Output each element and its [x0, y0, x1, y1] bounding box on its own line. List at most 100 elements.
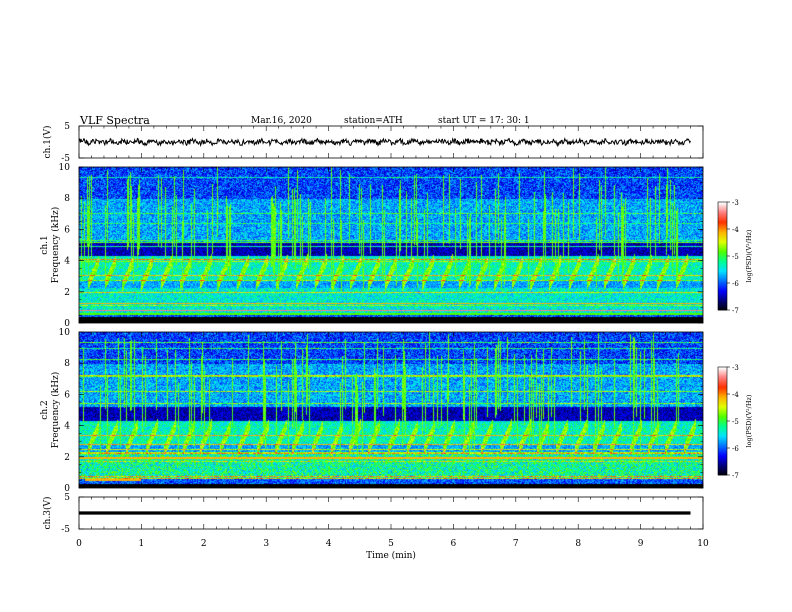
colorbar-segment	[718, 305, 727, 308]
colorbar-segment	[718, 278, 727, 281]
y-tick-label: 10	[59, 163, 71, 173]
y-tick-label: 4	[64, 257, 70, 267]
colorbar-segment	[718, 247, 727, 250]
colorbar-segment	[718, 433, 727, 435]
colorbar-segment	[718, 470, 727, 473]
colorbar-segment	[718, 257, 727, 260]
colorbar-segment	[718, 404, 727, 407]
colorbar-segment	[718, 392, 727, 395]
colorbar-segment	[718, 429, 727, 431]
colorbar-tick-label: -5	[732, 418, 739, 426]
colorbar-segment	[718, 233, 727, 235]
y-tick-label: -5	[61, 525, 70, 535]
colorbar-segment	[718, 398, 727, 400]
colorbar-segment	[718, 277, 727, 280]
colorbar-segment	[718, 434, 727, 437]
colorbar-segment	[718, 300, 727, 303]
y-axis-label: Frequency (kHz)	[50, 207, 61, 284]
x-tick-label: 4	[326, 539, 332, 549]
colorbar-segment	[718, 230, 727, 233]
colorbar-segment	[718, 407, 727, 410]
colorbar-segment	[718, 438, 727, 441]
colorbar-segment	[718, 422, 727, 425]
y-tick-label: 5	[64, 493, 70, 503]
colorbar-segment	[718, 466, 727, 469]
colorbar-segment	[718, 237, 727, 239]
colorbar-segment	[718, 426, 727, 429]
colorbar-segment	[718, 445, 727, 448]
colorbar-tick-label: -3	[732, 364, 739, 372]
colorbar-segment	[718, 421, 727, 423]
colorbar-tick-label: -7	[732, 307, 739, 315]
x-tick-label: 5	[388, 539, 394, 549]
y-axis-channel-label: ch.1	[40, 235, 50, 254]
colorbar-segment	[718, 281, 727, 284]
colorbar-segment	[718, 400, 727, 403]
colorbar-segment	[718, 460, 727, 462]
colorbar-segment	[718, 243, 727, 246]
colorbar-segment	[718, 389, 727, 392]
y-tick-label: 4	[64, 422, 70, 432]
y-tick-label: 8	[64, 359, 70, 369]
colorbar-segment	[718, 410, 727, 412]
colorbar-segment	[718, 465, 727, 468]
colorbar-segment	[718, 231, 727, 234]
colorbar-segment	[718, 423, 727, 426]
colorbar-segment	[718, 242, 727, 245]
colorbar-segment	[718, 381, 727, 384]
colorbar-segment	[718, 443, 727, 446]
colorbar-segment	[718, 264, 727, 266]
colorbar-segment	[718, 369, 727, 372]
x-tick-label: 0	[76, 539, 82, 549]
colorbar-segment	[718, 299, 727, 301]
y-tick-label: 6	[64, 225, 70, 235]
colorbar-segment	[718, 450, 727, 453]
colorbar-segment	[718, 395, 727, 398]
colorbar-segment	[718, 468, 727, 470]
colorbar-segment	[718, 203, 727, 206]
colorbar-segment	[718, 273, 727, 276]
colorbar-segment	[718, 430, 727, 433]
colorbar-segment	[718, 270, 727, 273]
colorbar-segment	[718, 388, 727, 391]
y-tick-label: 5	[64, 122, 70, 132]
colorbar-segment	[718, 266, 727, 269]
colorbar-segment	[718, 442, 727, 445]
colorbar-segment	[718, 289, 727, 292]
colorbar-segment	[718, 403, 727, 406]
colorbar-segment	[718, 291, 727, 293]
colorbar-tick-label: -6	[732, 445, 739, 453]
colorbar-segment	[718, 219, 727, 222]
colorbar-segment	[718, 462, 727, 465]
start-time-label: start UT = 17: 30: 1	[438, 116, 530, 126]
colorbar-segment	[718, 260, 727, 262]
colorbar-segment	[718, 251, 727, 254]
colorbar-segment	[718, 254, 727, 257]
colorbar-segment	[718, 431, 727, 434]
colorbar-segment	[718, 218, 727, 220]
date-label: Mar.16, 2020	[251, 116, 312, 126]
colorbar-segment	[718, 265, 727, 268]
colorbar-segment	[718, 472, 727, 475]
colorbar-segment	[718, 448, 727, 450]
station-label: station=ATH	[344, 116, 403, 126]
colorbar-segment	[718, 276, 727, 278]
colorbar-segment	[718, 419, 727, 422]
y-axis-label: ch.3(V)	[42, 497, 53, 530]
colorbar-segment	[718, 377, 727, 380]
colorbar-segment	[718, 415, 727, 418]
x-tick-label: 2	[201, 539, 207, 549]
colorbar-segment	[718, 241, 727, 243]
colorbar-segment	[718, 280, 727, 283]
colorbar-segment	[718, 296, 727, 299]
colorbar-segment	[718, 297, 727, 300]
colorbar-segment	[718, 262, 727, 265]
colorbar-segment	[718, 368, 727, 371]
colorbar-segment	[718, 411, 727, 414]
colorbar-segment	[718, 303, 727, 305]
colorbar-segment	[718, 396, 727, 399]
colorbar-segment	[718, 256, 727, 258]
colorbar-label: log(PSD)(V²/Hz)	[745, 394, 753, 447]
colorbar-segment	[718, 454, 727, 457]
